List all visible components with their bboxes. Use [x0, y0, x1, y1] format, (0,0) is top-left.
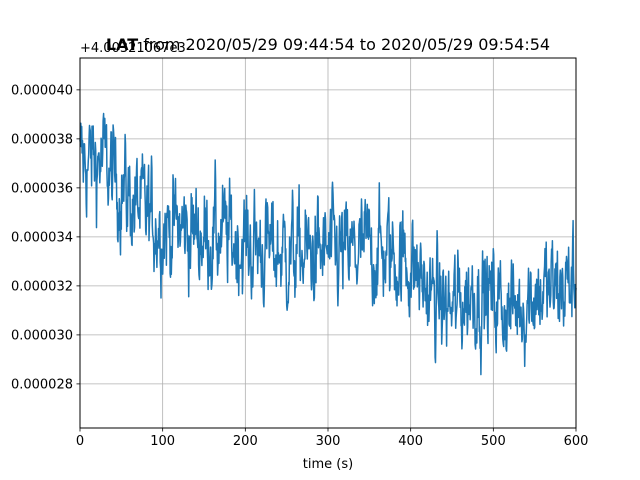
y-tick-label: 0.000038 [11, 132, 73, 147]
title-bold: LAT [106, 35, 138, 54]
y-tick-label: 0.000036 [11, 181, 73, 196]
y-axis: 0.000028 0.000030 0.000032 0.000034 0.000036… [11, 83, 80, 392]
y-tick-label: 0.000032 [11, 279, 73, 294]
x-tick-label: 600 [564, 434, 589, 449]
x-axis-label: time (s) [303, 457, 353, 472]
series-line [79, 112, 577, 376]
series-layer [79, 112, 577, 376]
y-tick-label: 0.000034 [11, 230, 73, 245]
title-rest: from 2020/05/29 09:44:54 to 2020/05/29 0… [138, 35, 550, 54]
x-axis: 0 100 200 300 400 500 600 [76, 428, 589, 449]
chart-title: LAT from 2020/05/29 09:44:54 to 2020/05/… [106, 35, 550, 54]
offset-text: +4.00321067e3 [80, 41, 186, 56]
x-tick-label: 200 [233, 434, 258, 449]
y-tick-label: 0.000028 [11, 377, 73, 392]
y-tick-label: 0.000040 [11, 83, 73, 98]
x-tick-label: 300 [316, 434, 341, 449]
x-tick-label: 400 [398, 434, 423, 449]
x-tick-label: 500 [481, 434, 506, 449]
x-tick-label: 0 [76, 434, 84, 449]
x-tick-label: 100 [150, 434, 175, 449]
y-tick-label: 0.000030 [11, 328, 73, 343]
